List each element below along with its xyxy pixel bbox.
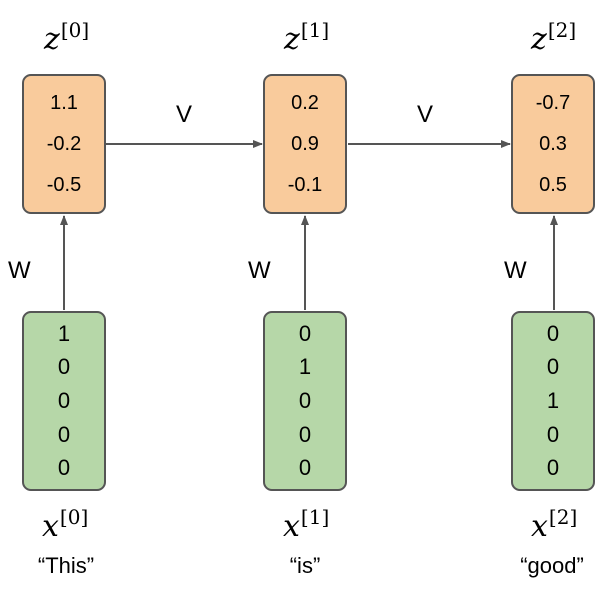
input-weight-label-0: W <box>8 257 31 284</box>
input-value: 0 <box>57 354 71 380</box>
input-value: 0 <box>298 387 312 413</box>
input-weight-label-1: W <box>248 257 271 284</box>
input-value: 0 <box>298 455 312 481</box>
input-word-2: “good” <box>520 553 584 578</box>
recurrent-weight-label-2: V <box>417 101 434 128</box>
hidden-value: -0.2 <box>46 132 82 155</box>
input-vector-box-0: 1 0 0 0 0 <box>22 311 106 491</box>
hidden-state-box-1: 0.2 0.9 -0.1 <box>263 74 347 214</box>
input-value: 0 <box>546 354 560 380</box>
hidden-value: 0.5 <box>539 174 567 197</box>
input-weight-label-2: W <box>504 257 527 284</box>
input-value: 1 <box>546 387 560 413</box>
hidden-state-box-0: 1.1 -0.2 -0.5 <box>22 74 106 214</box>
hidden-value: 1.1 <box>50 91 78 114</box>
hidden-value: 0.3 <box>539 132 567 155</box>
input-value: 0 <box>298 320 312 346</box>
recurrent-weight-label-1: V <box>176 101 193 128</box>
hidden-state-label-0: z[0] <box>44 18 90 57</box>
hidden-value: -0.7 <box>535 91 571 114</box>
hidden-state-label-2: z[2] <box>531 18 577 57</box>
input-value: 0 <box>57 387 71 413</box>
input-vector-box-2: 0 0 1 0 0 <box>511 311 595 491</box>
hidden-value: -0.5 <box>46 174 82 197</box>
hidden-value: -0.1 <box>287 174 323 197</box>
input-value: 0 <box>546 455 560 481</box>
input-word-1: “is” <box>289 553 321 578</box>
input-value: 0 <box>298 421 312 447</box>
input-value: 0 <box>546 421 560 447</box>
hidden-value: 0.9 <box>291 132 319 155</box>
input-value: 1 <box>57 320 71 346</box>
input-vector-box-1: 0 1 0 0 0 <box>263 311 347 491</box>
input-value: 0 <box>57 421 71 447</box>
input-label-2: x[2] <box>531 505 578 544</box>
input-label-1: x[1] <box>283 505 330 544</box>
hidden-value: 0.2 <box>291 91 319 114</box>
hidden-state-label-1: z[1] <box>284 18 330 57</box>
input-value: 0 <box>57 455 71 481</box>
input-value: 1 <box>298 354 312 380</box>
input-label-0: x[0] <box>42 505 89 544</box>
hidden-state-box-2: -0.7 0.3 0.5 <box>511 74 595 214</box>
input-word-0: “This” <box>37 553 95 578</box>
input-value: 0 <box>546 320 560 346</box>
